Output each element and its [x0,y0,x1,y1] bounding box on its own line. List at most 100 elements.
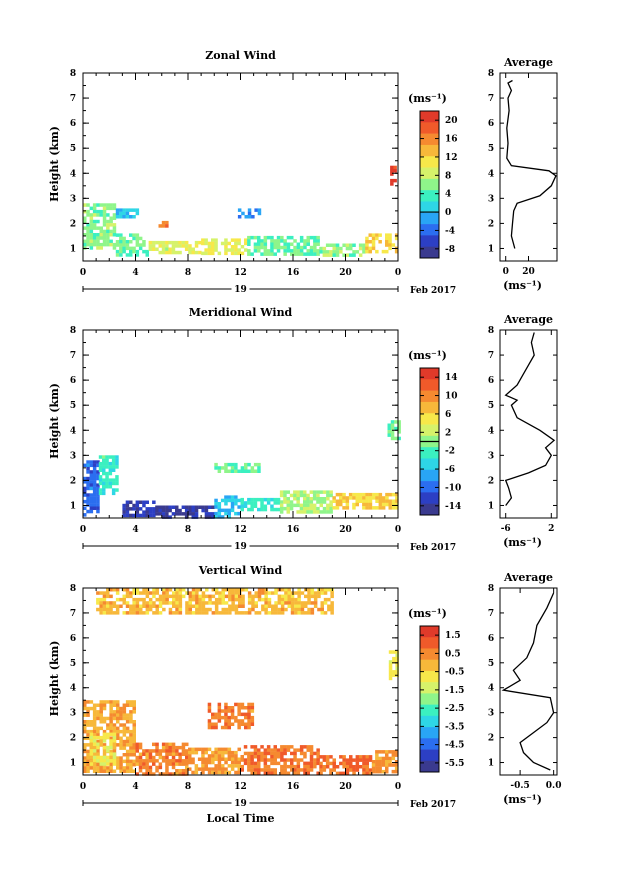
data-cell [218,597,222,602]
data-cell [204,767,208,771]
data-cell [152,500,156,504]
data-cell [355,765,360,769]
data-cell [89,739,94,743]
data-cell [214,591,219,595]
data-cell [102,716,107,721]
data-cell [181,588,186,592]
data-cell [112,223,117,227]
data-cell [106,762,110,766]
data-cell [365,236,369,241]
data-cell [185,607,189,612]
data-cell [284,601,288,605]
data-cell [270,504,274,508]
data-cell [165,512,169,516]
data-cell [342,492,346,497]
data-cell [355,496,359,500]
data-cell [135,500,140,504]
data-cell [161,508,166,513]
data-cell [264,588,268,592]
data-cell [335,506,340,510]
day-label: 19 [234,285,247,295]
data-cell [276,245,281,250]
data-cell [335,499,340,503]
data-cell [185,752,189,756]
data-cell [148,591,153,595]
data-cell [293,245,297,250]
data-cell [132,588,136,592]
data-cell [204,750,208,755]
data-cell [155,742,159,747]
data-cell [260,507,264,512]
data-cell [224,238,228,242]
data-cell [132,233,136,237]
data-cell [168,240,172,245]
data-cell [106,239,110,244]
data-cell [181,772,186,776]
data-cell [89,749,94,753]
data-cell [83,746,87,750]
data-cell [352,502,356,507]
data-cell [171,240,176,245]
data-cell [102,209,107,214]
data-cell [390,420,395,424]
data-cell [257,588,262,592]
data-cell [266,764,271,769]
data-cell [306,235,310,240]
data-cell [99,706,103,711]
data-cell [191,760,195,765]
data-cell [122,240,126,244]
data-cell [102,229,107,234]
data-cell [145,249,149,254]
data-cell [266,252,271,256]
data-cell [204,757,208,761]
data-cell [83,700,87,704]
data-cell [92,206,97,211]
data-cell [181,240,186,245]
data-cell [260,504,264,508]
data-cell [175,594,179,599]
data-cell [326,493,330,498]
data-cell [306,493,310,498]
data-cell [83,506,87,510]
data-cell [329,510,333,514]
data-cell [96,710,100,714]
data-cell [228,597,232,602]
data-cell [214,241,218,246]
data-cell [238,591,242,595]
data-cell [257,466,261,470]
data-cell [266,751,271,756]
data-cell [139,611,143,615]
data-cell [385,769,389,774]
data-cell [112,739,117,743]
data-cell [253,235,258,240]
profile-x-tick-label: -0.5 [510,781,529,791]
data-cell [266,771,271,775]
data-cell [142,601,146,605]
data-cell [230,498,235,503]
data-cell [106,594,110,599]
data-cell [296,761,301,766]
data-cell [175,505,179,509]
data-cell [207,725,212,730]
data-cell [394,760,399,764]
data-cell [195,594,199,599]
data-cell [106,726,110,731]
data-cell [391,753,396,757]
data-cell [271,604,275,608]
data-cell [293,249,297,253]
data-cell [96,246,100,250]
data-cell [355,499,359,503]
data-cell [158,755,163,760]
data-cell [207,709,212,713]
data-cell [355,502,359,507]
data-cell [237,511,241,516]
data-cell [132,703,136,707]
data-cell [280,597,285,602]
profile-y-tick-label: 8 [488,584,494,594]
y-tick-label: 5 [70,144,76,154]
data-cell [329,490,333,494]
data-cell [161,755,166,760]
data-cell [273,771,277,775]
data-cell [375,496,379,500]
data-cell [92,493,97,497]
